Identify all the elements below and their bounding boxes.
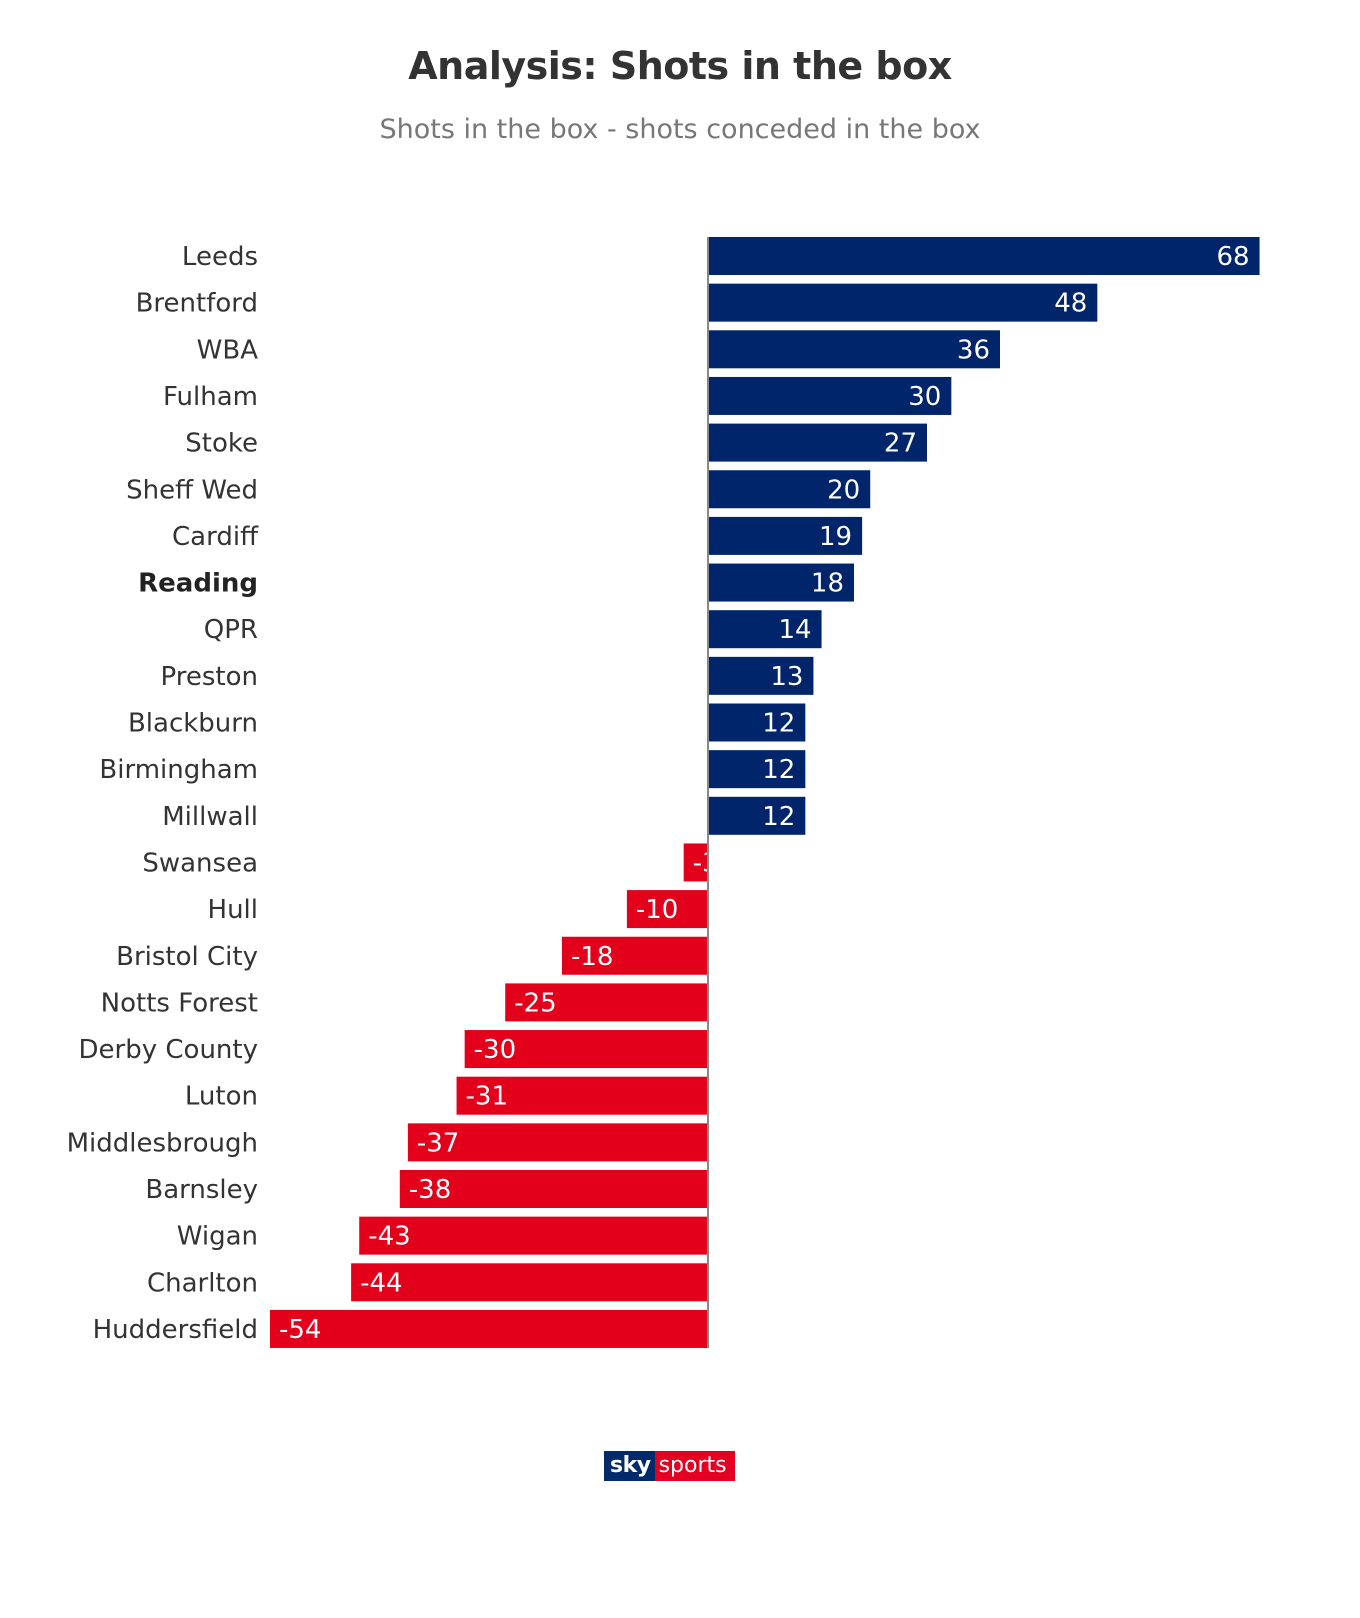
- category-label: Derby County: [79, 1035, 258, 1065]
- category-label: Middlesbrough: [67, 1128, 258, 1158]
- category-label: Blackburn: [128, 709, 258, 739]
- bar-leeds: [708, 237, 1260, 275]
- bar-millwall: [708, 796, 806, 835]
- category-label: Wigan: [177, 1222, 258, 1252]
- value-label: -38: [409, 1175, 451, 1205]
- category-label: Bristol City: [116, 942, 258, 972]
- bar-blackburn: [708, 703, 806, 742]
- bar-cardiff: [708, 516, 863, 555]
- category-label: Swansea: [142, 848, 258, 878]
- bar-barnsley: [399, 1170, 708, 1208]
- value-label: -54: [279, 1315, 321, 1345]
- value-label: 68: [1216, 242, 1249, 272]
- category-label: QPR: [204, 615, 258, 645]
- sky-sports-logo: sky sports: [604, 1451, 735, 1481]
- bar-qpr: [708, 610, 822, 649]
- bar-wigan: [359, 1216, 708, 1255]
- bar-hull: [626, 890, 708, 929]
- bar-stoke: [708, 423, 927, 462]
- category-label: Stoke: [185, 429, 258, 459]
- value-label: -37: [417, 1128, 459, 1158]
- value-label: -31: [466, 1082, 508, 1112]
- value-label: 13: [770, 662, 803, 692]
- chart-subtitle: Shots in the box - shots conceded in the…: [379, 114, 981, 145]
- category-label: Huddersfield: [93, 1315, 258, 1345]
- value-label: -3: [693, 848, 719, 878]
- value-label: 36: [957, 335, 990, 365]
- category-label: Brentford: [136, 289, 258, 319]
- bar-preston: [708, 656, 814, 695]
- bar-luton: [456, 1076, 708, 1115]
- bar-swansea: [683, 843, 708, 882]
- logo-sky-text: sky: [604, 1451, 655, 1481]
- bar-chart: Leeds 68 Brentford 48 WBA 36 Fulham 30 Stoke 27 Sh…: [67, 237, 1260, 1348]
- value-label: 20: [827, 475, 860, 505]
- value-label: 14: [778, 615, 811, 645]
- value-label: -43: [368, 1222, 410, 1252]
- value-label: -44: [360, 1268, 402, 1298]
- value-label: 12: [762, 802, 795, 832]
- category-label: Cardiff: [172, 522, 259, 552]
- value-label: 18: [811, 569, 844, 599]
- category-label: Reading: [138, 569, 258, 599]
- value-label: 12: [762, 709, 795, 739]
- bar-wba: [708, 330, 1000, 369]
- category-label: Barnsley: [145, 1175, 258, 1205]
- bar-sheff-wed: [708, 470, 871, 509]
- category-label: Notts Forest: [101, 988, 258, 1018]
- category-label: Charlton: [147, 1268, 258, 1298]
- value-label: 27: [884, 429, 917, 459]
- value-label: -30: [474, 1035, 516, 1065]
- value-label: -25: [514, 988, 556, 1018]
- bar-charlton: [351, 1263, 708, 1302]
- category-label: Luton: [185, 1082, 258, 1112]
- category-label: Hull: [208, 895, 258, 925]
- value-label: 19: [819, 522, 852, 552]
- bar-derby-county: [464, 1030, 708, 1069]
- chart-title: Analysis: Shots in the box: [408, 44, 952, 88]
- bar-middlesbrough: [407, 1123, 708, 1162]
- value-label: 48: [1054, 289, 1087, 319]
- value-label: 12: [762, 755, 795, 785]
- category-label: Preston: [161, 662, 258, 692]
- value-label: -18: [571, 942, 613, 972]
- category-label: Sheff Wed: [126, 475, 258, 505]
- value-label: -10: [636, 895, 678, 925]
- bar-birmingham: [708, 750, 806, 789]
- value-label: 30: [908, 382, 941, 412]
- category-label: Millwall: [162, 802, 258, 832]
- bar-fulham: [708, 376, 952, 415]
- bar-reading: [708, 563, 854, 602]
- bar-huddersfield: [270, 1309, 708, 1348]
- logo-sports-text: sports: [654, 1451, 735, 1481]
- category-label: Fulham: [163, 382, 258, 412]
- bar-bristol-city: [562, 936, 708, 975]
- category-label: Leeds: [182, 242, 258, 272]
- bar-brentford: [708, 283, 1098, 322]
- category-label: WBA: [197, 335, 259, 365]
- bar-notts-forest: [505, 983, 708, 1022]
- category-label: Birmingham: [99, 755, 258, 785]
